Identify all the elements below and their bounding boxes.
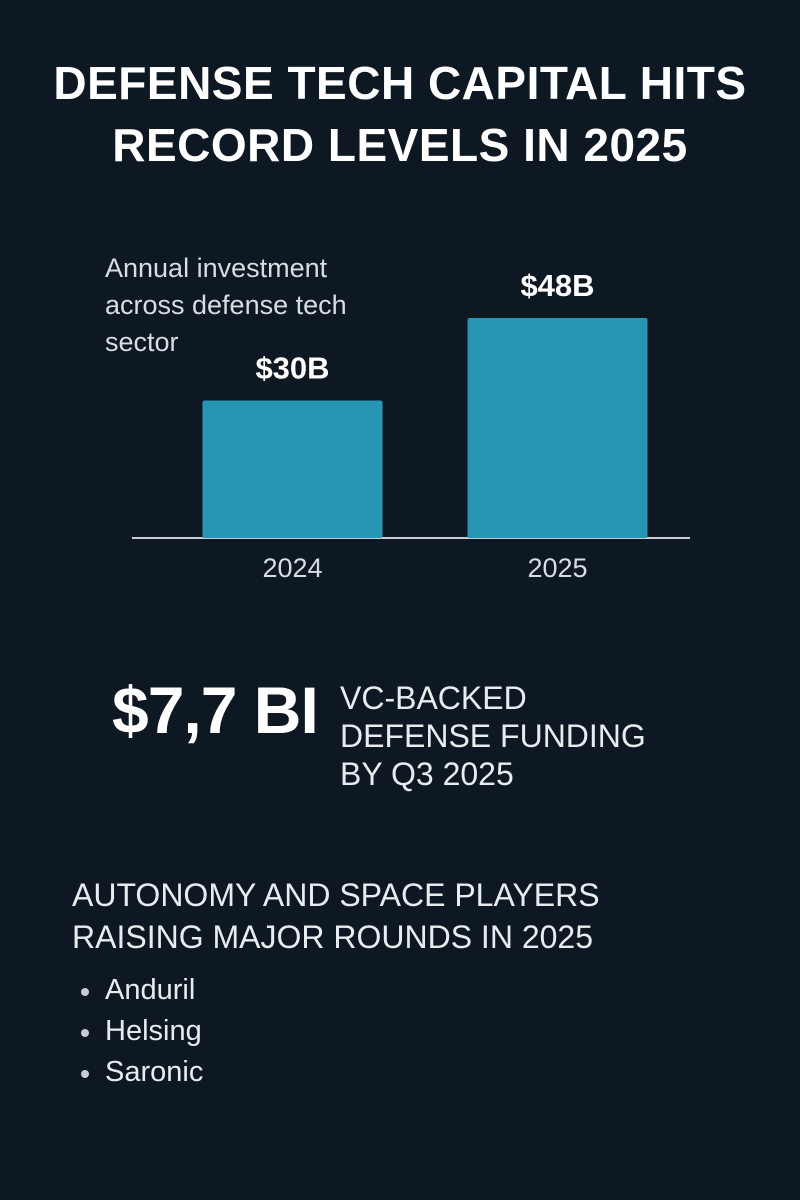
list-heading: AUTONOMY AND SPACE PLAYERS RAISING MAJOR… (72, 877, 600, 955)
bar (202, 400, 383, 538)
list-item: Saronic (78, 1052, 203, 1093)
title: DEFENSE TECH CAPITAL HITS RECORD LEVELS … (53, 57, 747, 171)
chart-subtitle: Annual investment across defense tech se… (105, 253, 347, 357)
value-label: $30B (255, 351, 329, 386)
stat-label: VC-BACKED DEFENSE FUNDING BY Q3 2025 (340, 680, 646, 792)
x-tick-label: 2025 (527, 553, 587, 583)
company-list: Anduril Helsing Saronic (78, 970, 203, 1093)
stat-value: $7,7 BI (112, 673, 319, 747)
bar (467, 318, 648, 538)
list-item: Anduril (78, 970, 203, 1011)
x-tick-label: 2024 (262, 553, 322, 583)
value-label: $48B (520, 268, 594, 303)
list-item: Helsing (78, 1011, 203, 1052)
